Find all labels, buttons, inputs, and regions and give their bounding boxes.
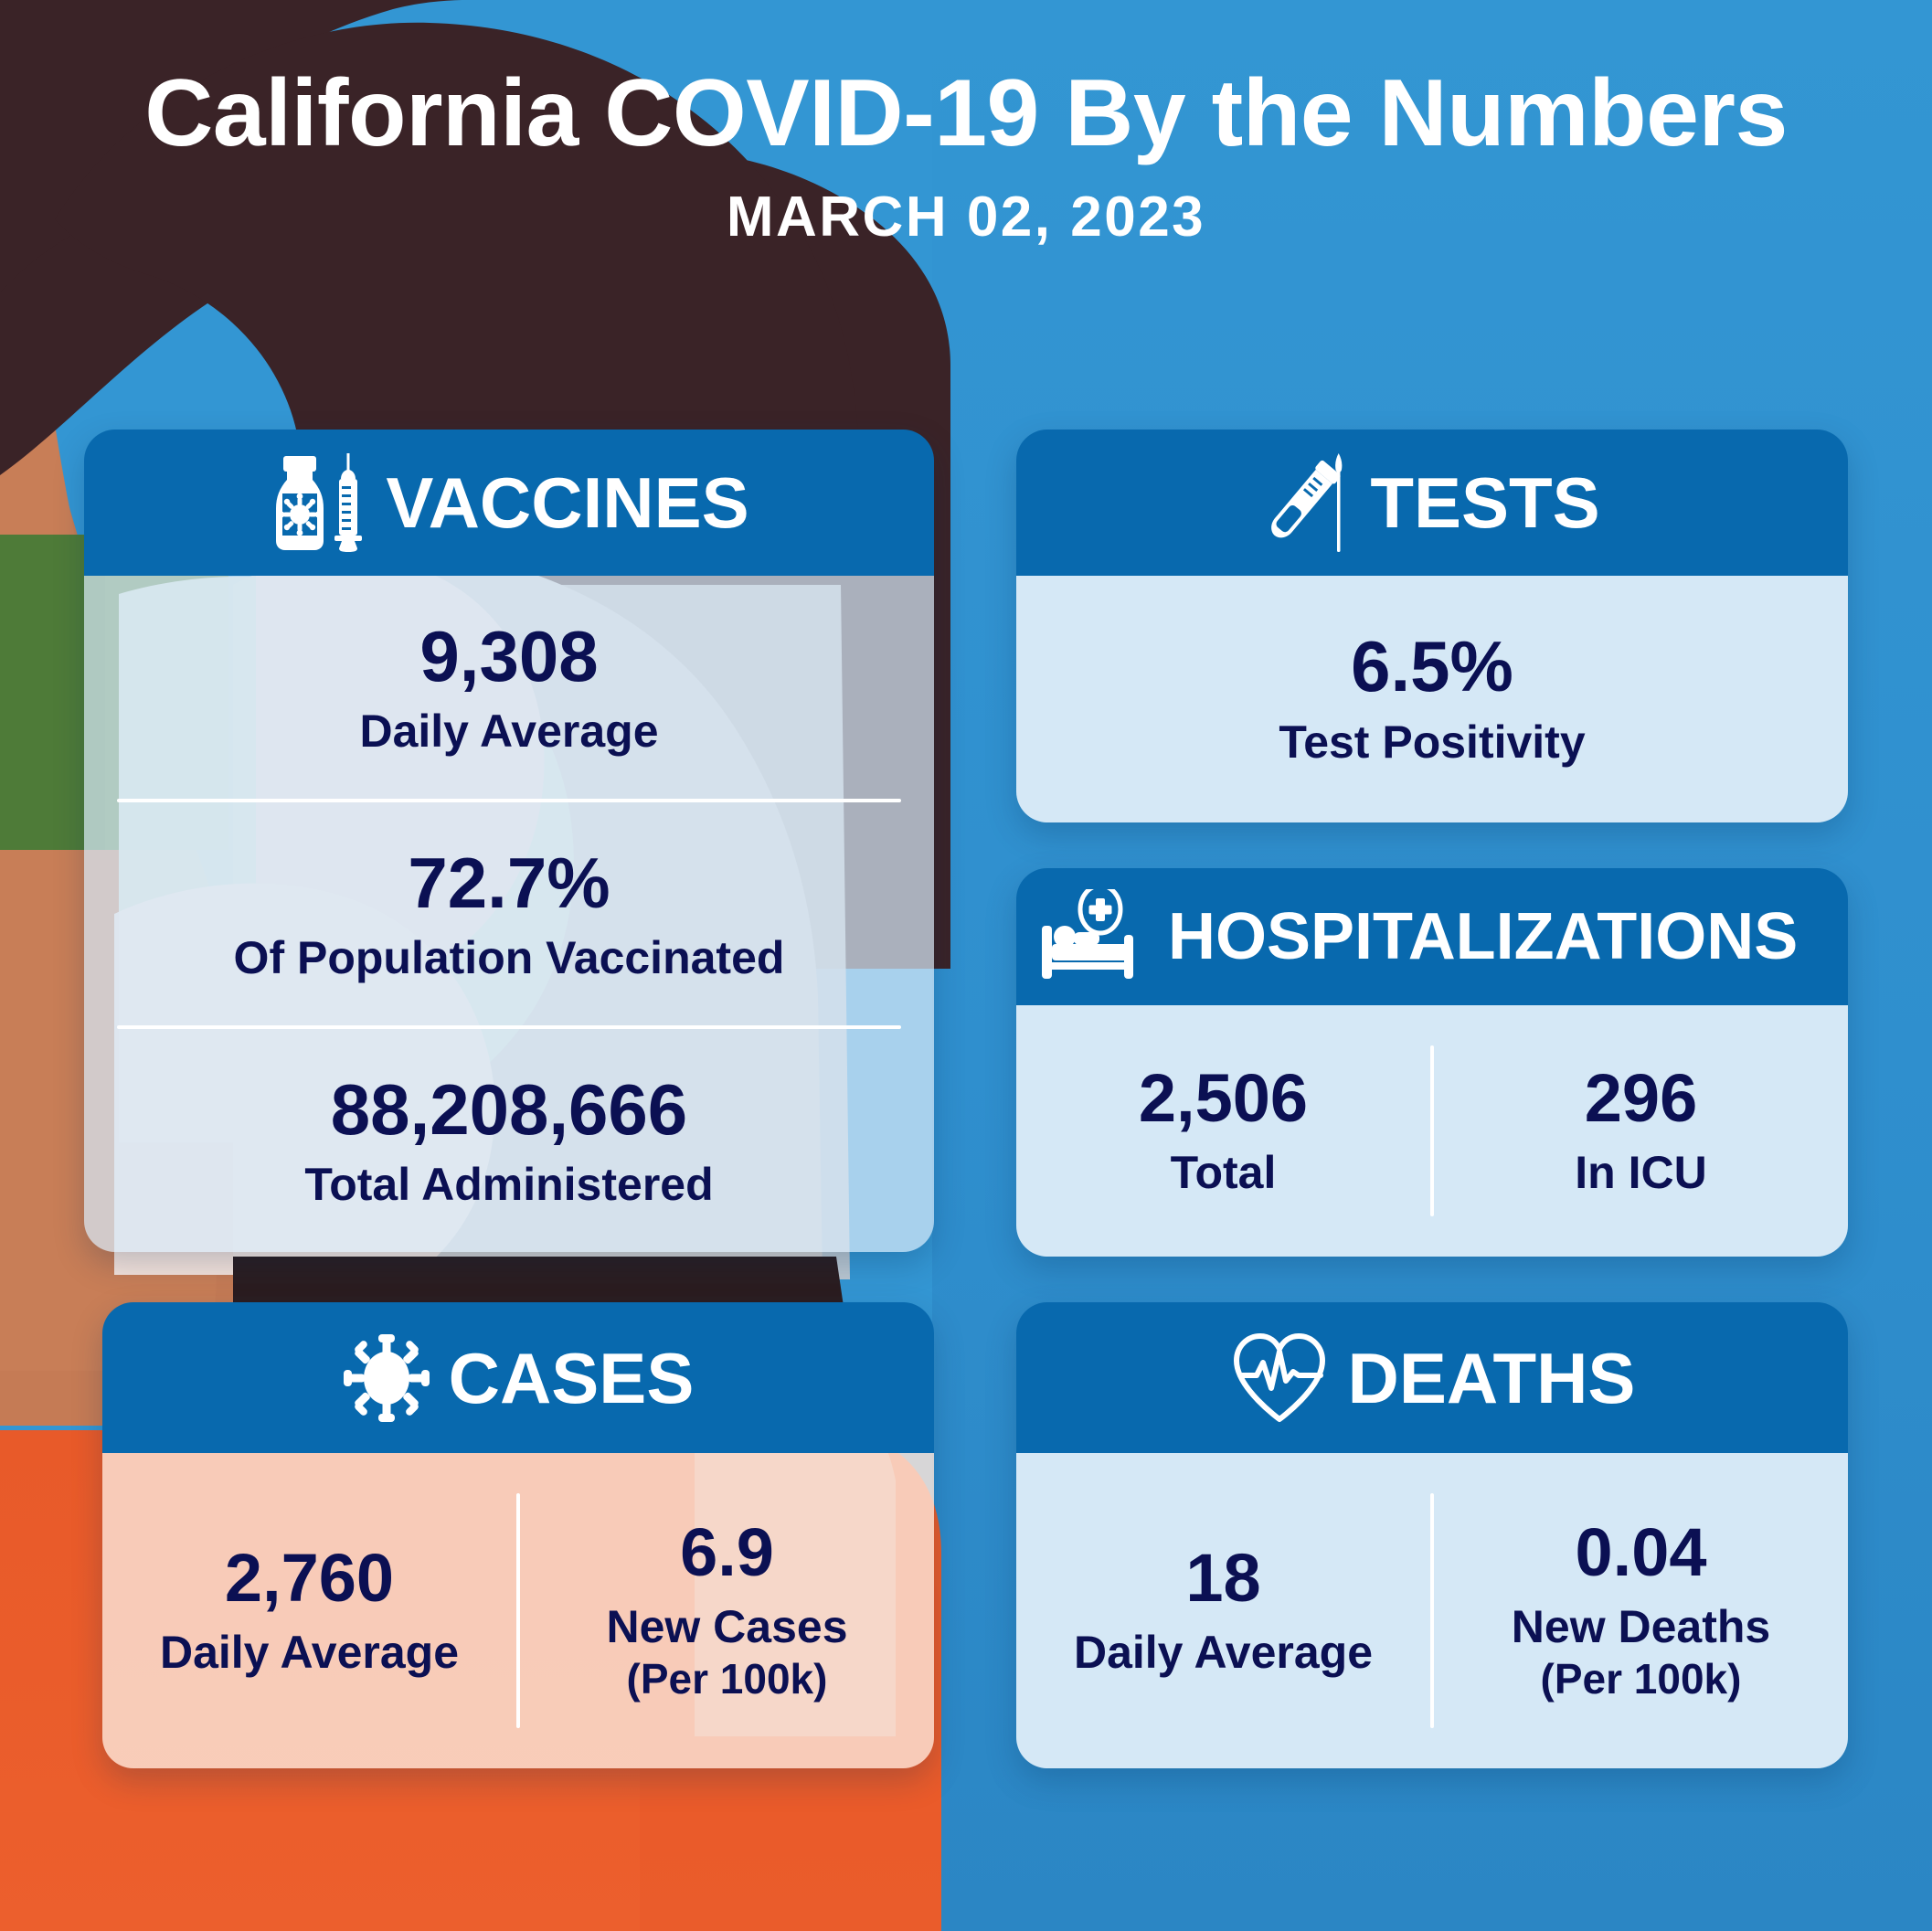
- card-tests-body: 6.5% Test Positivity: [1016, 576, 1848, 822]
- cases-new-cases-stat: 6.9 New Cases (Per 100k): [520, 1453, 934, 1768]
- card-hospitalizations-title: HOSPITALIZATIONS: [1168, 900, 1799, 973]
- cases-divider: [516, 1493, 520, 1728]
- tests-positivity-stat: 6.5% Test Positivity: [1016, 576, 1848, 822]
- card-deaths-body: 18 Daily Average 0.04 New Deaths (Per 10…: [1016, 1453, 1848, 1768]
- cases-daily-average-label: Daily Average: [159, 1626, 460, 1678]
- heart-pulse-icon: [1233, 1332, 1325, 1422]
- deaths-new-deaths-value: 0.04: [1575, 1513, 1707, 1590]
- card-vaccines: VACCINES 9,308 Daily Average 72.7% Of Po…: [84, 430, 934, 1252]
- deaths-daily-average-stat: 18 Daily Average: [1016, 1453, 1430, 1768]
- card-vaccines-title: VACCINES: [386, 462, 749, 543]
- page-title: California COVID-19 By the Numbers: [144, 60, 1788, 166]
- hospital-bed-icon: [1042, 889, 1133, 979]
- tests-positivity-value: 6.5%: [1351, 626, 1513, 706]
- vaccines-divider-2: [117, 1025, 901, 1029]
- card-hospitalizations-header: HOSPITALIZATIONS: [1016, 868, 1848, 1005]
- hospitalizations-divider: [1430, 1045, 1434, 1216]
- deaths-daily-average-value: 18: [1185, 1539, 1261, 1616]
- hospitalizations-total-value: 2,506: [1138, 1059, 1309, 1136]
- card-hospitalizations-body: 2,506 Total 296 In ICU: [1016, 1005, 1848, 1257]
- vaccines-daily-average-value: 9,308: [419, 616, 599, 696]
- page-date: MARCH 02, 2023: [726, 186, 1206, 249]
- cases-daily-average-stat: 2,760 Daily Average: [102, 1453, 516, 1768]
- deaths-new-deaths-sublabel: (Per 100k): [1540, 1654, 1742, 1703]
- deaths-new-deaths-label: New Deaths: [1511, 1600, 1771, 1652]
- deaths-daily-average-label: Daily Average: [1073, 1626, 1374, 1678]
- card-tests-header: TESTS: [1016, 430, 1848, 576]
- card-hospitalizations: HOSPITALIZATIONS 2,506 Total 296 In ICU: [1016, 868, 1848, 1257]
- page-header: California COVID-19 By the Numbers MARCH…: [0, 60, 1932, 249]
- card-cases-title: CASES: [448, 1337, 695, 1418]
- cases-new-cases-sublabel: (Per 100k): [626, 1654, 828, 1703]
- cases-new-cases-value: 6.9: [680, 1513, 774, 1590]
- tests-positivity-label: Test Positivity: [1279, 716, 1586, 768]
- hospitalizations-icu-value: 296: [1584, 1059, 1698, 1136]
- vaccines-total-label: Total Administered: [304, 1159, 714, 1210]
- cases-new-cases-label: New Cases: [606, 1600, 848, 1652]
- cases-daily-average-value: 2,760: [224, 1539, 395, 1616]
- card-tests-title: TESTS: [1370, 462, 1600, 543]
- card-cases: CASES 2,760 Daily Average 6.9 New Cases …: [102, 1302, 934, 1768]
- hospitalizations-total-stat: 2,506 Total: [1016, 1005, 1430, 1257]
- hospitalizations-icu-label: In ICU: [1575, 1146, 1707, 1198]
- vaccines-population-value: 72.7%: [408, 843, 610, 923]
- hospitalizations-icu-stat: 296 In ICU: [1434, 1005, 1848, 1257]
- vaccines-population-label: Of Population Vaccinated: [233, 932, 785, 983]
- coronavirus-icon: [343, 1333, 430, 1422]
- hospitalizations-total-label: Total: [1170, 1146, 1277, 1198]
- vaccines-row-daily-average: 9,308 Daily Average: [84, 576, 934, 799]
- vaccines-total-value: 88,208,666: [330, 1069, 688, 1150]
- deaths-divider: [1430, 1493, 1434, 1728]
- card-deaths-header: DEATHS: [1016, 1302, 1848, 1453]
- card-vaccines-body: 9,308 Daily Average 72.7% Of Population …: [84, 576, 934, 1252]
- card-cases-header: CASES: [102, 1302, 934, 1453]
- card-cases-body: 2,760 Daily Average 6.9 New Cases (Per 1…: [102, 1453, 934, 1768]
- vaccine-vial-syringe-icon: [276, 453, 363, 552]
- card-tests: TESTS 6.5% Test Positivity: [1016, 430, 1848, 822]
- vaccines-daily-average-label: Daily Average: [359, 706, 659, 757]
- card-vaccines-header: VACCINES: [84, 430, 934, 576]
- card-deaths: DEATHS 18 Daily Average 0.04 New Deaths …: [1016, 1302, 1848, 1768]
- test-tube-swab-icon: [1271, 453, 1343, 552]
- card-deaths-title: DEATHS: [1347, 1337, 1636, 1418]
- vaccines-row-population-vaccinated: 72.7% Of Population Vaccinated: [84, 802, 934, 1025]
- vaccines-divider-1: [117, 799, 901, 802]
- vaccines-row-total-administered: 88,208,666 Total Administered: [84, 1029, 934, 1252]
- deaths-new-deaths-stat: 0.04 New Deaths (Per 100k): [1434, 1453, 1848, 1768]
